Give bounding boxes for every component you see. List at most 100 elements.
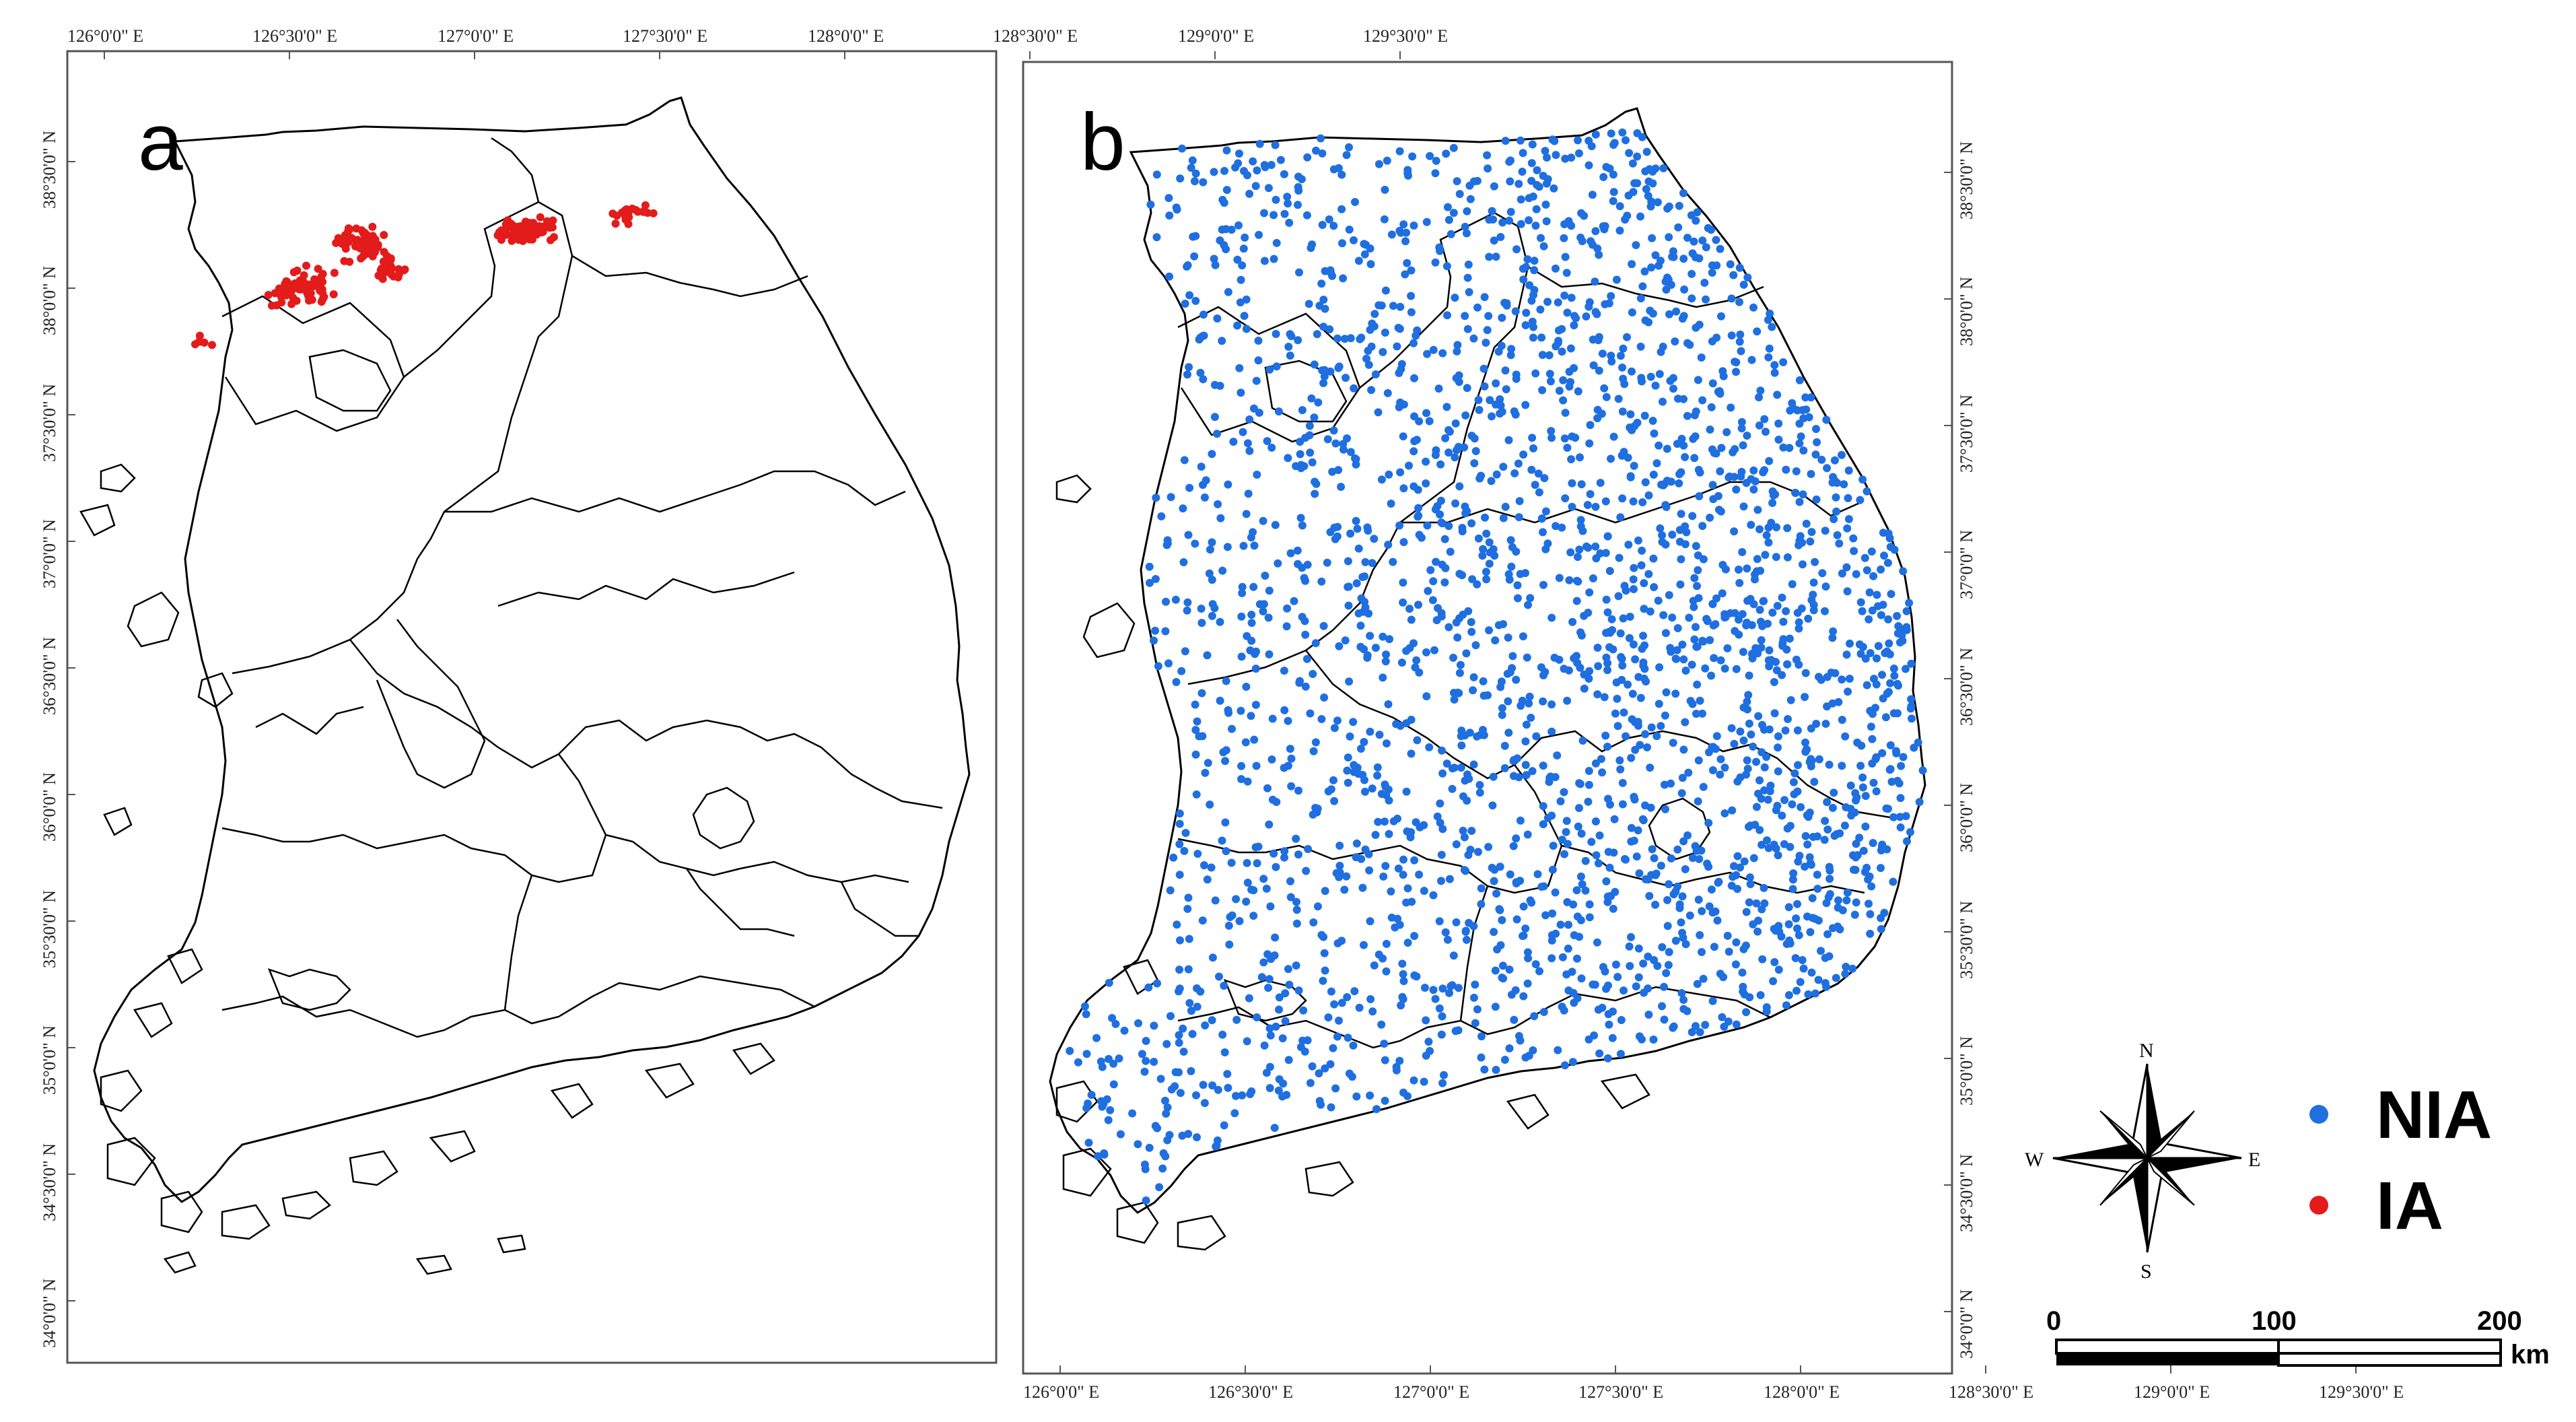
nia-point [1884,615,1893,623]
nia-point [1773,801,1782,810]
nia-point [1220,1048,1229,1056]
nia-point [1262,884,1271,893]
nia-point [1403,939,1412,947]
nia-point [1573,553,1582,562]
nia-point [1649,1036,1658,1044]
nia-point [1568,502,1576,511]
nia-point [1842,896,1851,905]
nia-point [1517,219,1525,228]
nia-point [1810,778,1819,786]
nia-point [1356,745,1365,753]
nia-point [1795,618,1803,627]
nia-point [1469,760,1478,769]
nia-point [1699,974,1708,983]
nia-point [1163,1103,1172,1112]
nia-point [1469,993,1478,1002]
nia-point [1471,1019,1480,1027]
nia-point [1677,918,1685,926]
nia-point [1812,720,1821,728]
nia-point [1176,1089,1185,1097]
nia-point [1516,136,1525,145]
nia-point [1710,943,1718,951]
nia-point [1402,787,1411,796]
nia-point [1863,566,1871,574]
nia-point [1760,415,1769,424]
nia-point [1568,479,1576,487]
nia-point [1708,743,1716,751]
nia-point [1403,259,1412,267]
nia-point [1731,445,1739,453]
nia-point [1187,1066,1195,1075]
nia-point [1179,558,1188,566]
nia-point [1795,931,1803,939]
nia-point [1183,904,1192,913]
nia-point [1851,866,1860,874]
nia-point [1329,776,1337,784]
nia-point [1865,900,1873,908]
nia-point [1550,653,1559,662]
nia-point [1572,314,1580,323]
nia-point [1648,309,1657,318]
nia-point [1853,738,1862,747]
nia-point [1537,514,1546,523]
nia-point [1722,428,1731,436]
nia-point [1539,172,1547,180]
nia-point [1356,621,1365,630]
nia-point [1337,998,1346,1007]
nia-point [1473,580,1482,588]
nia-point [1521,263,1530,271]
nia-point [1574,577,1582,586]
nia-point [1822,415,1831,424]
nia-point [1821,817,1830,825]
nia-point [1547,954,1556,963]
nia-point [1538,351,1547,360]
nia-point [1395,521,1404,530]
nia-point [1618,778,1627,787]
nia-point [1342,872,1351,881]
nia-point [1239,244,1248,253]
nia-point [1398,992,1407,1001]
nia-point [1237,775,1246,784]
nia-point [1585,439,1594,448]
nia-point [1272,362,1281,371]
nia-point [1284,965,1292,974]
nia-point [1318,149,1327,158]
nia-point [1234,221,1243,230]
nia-point [1324,787,1333,796]
nia-point [1319,976,1327,985]
nia-point [1467,432,1476,440]
nia-point [1464,261,1473,269]
nia-point [1651,900,1660,909]
nia-point [1676,580,1685,589]
ia-point [516,226,525,234]
nia-point [1613,722,1622,731]
nia-point [1639,661,1648,670]
legend-nia-marker [2309,1105,2328,1124]
nia-point [1712,594,1720,603]
nia-point [1624,453,1632,462]
nia-point [1701,1021,1710,1029]
nia-point [1586,489,1595,498]
nia-point [1438,560,1447,569]
nia-point [1533,166,1541,174]
nia-point [1696,468,1704,477]
nia-point [1381,817,1389,826]
nia-point [1241,738,1250,747]
nia-point [1341,636,1350,645]
nia-point [1690,411,1699,419]
nia-point [1302,867,1311,875]
nia-point [1662,688,1671,697]
nia-point [1438,1012,1447,1021]
nia-point [1396,302,1405,311]
nia-point [1739,502,1748,511]
nia-point [1565,576,1574,584]
nia-point [1311,477,1319,486]
ia-point [641,201,650,209]
nia-point [1436,460,1445,469]
nia-point [1309,670,1317,678]
nia-point [1401,270,1409,279]
ia-point [368,222,377,231]
nia-point [1220,982,1228,990]
nia-point [1630,179,1639,188]
nia-point [1680,285,1689,294]
